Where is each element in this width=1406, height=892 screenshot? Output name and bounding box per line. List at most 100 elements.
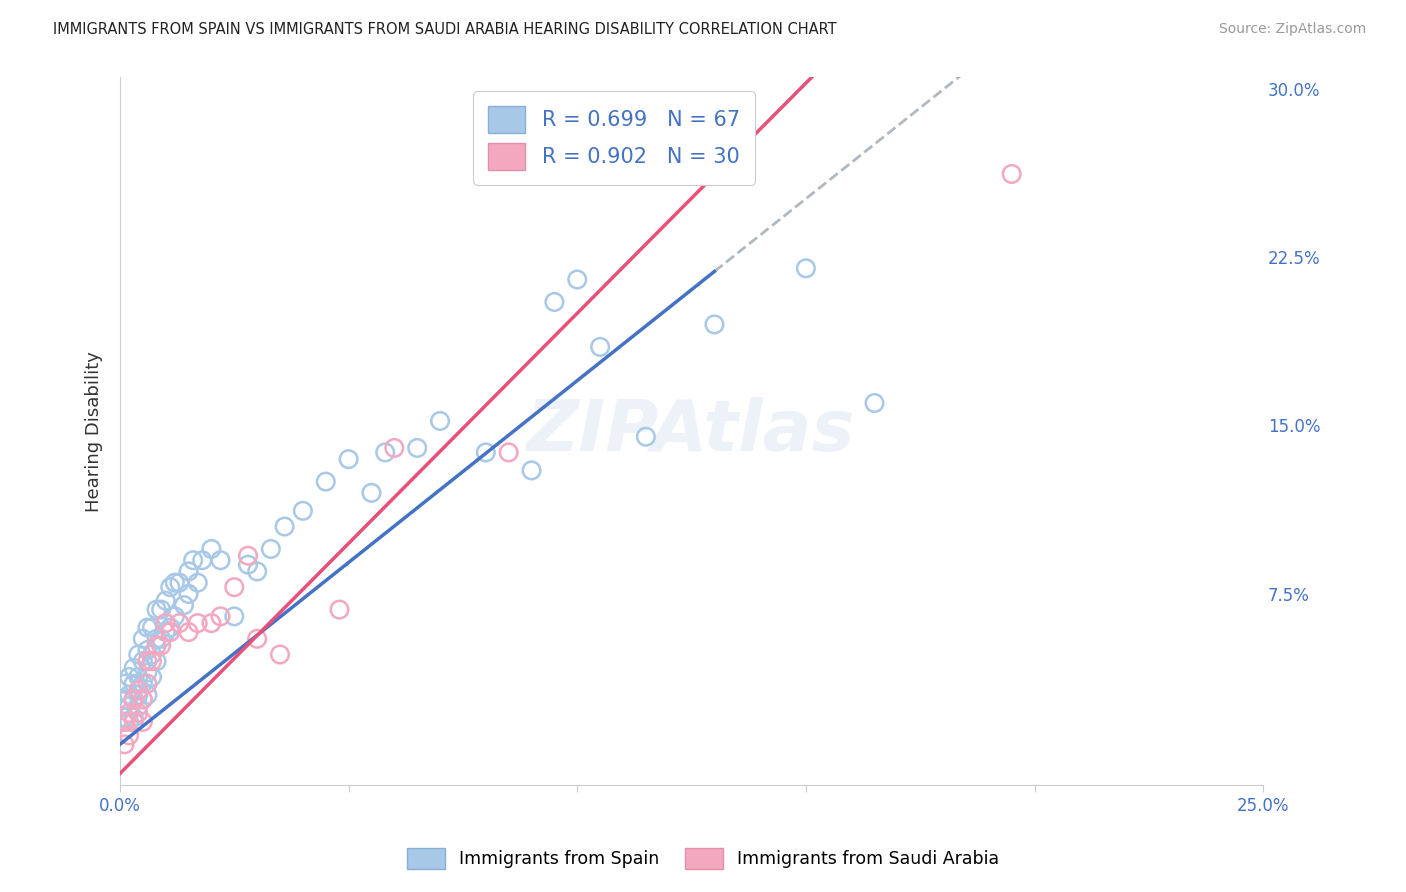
Point xyxy=(173,598,195,612)
Point xyxy=(187,616,209,631)
Point xyxy=(127,688,149,702)
Y-axis label: Hearing Disability: Hearing Disability xyxy=(86,351,103,511)
Point xyxy=(328,602,350,616)
Point xyxy=(141,654,163,668)
Point xyxy=(159,621,181,635)
Point xyxy=(382,441,405,455)
Point xyxy=(209,553,232,567)
Point xyxy=(191,553,214,567)
Point xyxy=(150,639,173,653)
Point xyxy=(159,625,181,640)
Point xyxy=(177,587,200,601)
Legend: Immigrants from Spain, Immigrants from Saudi Arabia: Immigrants from Spain, Immigrants from S… xyxy=(399,841,1007,876)
Point xyxy=(136,621,159,635)
Point xyxy=(114,692,136,706)
Point xyxy=(132,692,155,706)
Point xyxy=(567,272,589,286)
Point xyxy=(169,616,191,631)
Point xyxy=(145,654,167,668)
Point xyxy=(475,445,498,459)
Point xyxy=(141,670,163,684)
Point xyxy=(374,445,396,459)
Point xyxy=(246,632,269,646)
Point xyxy=(634,430,657,444)
Point xyxy=(406,441,429,455)
Point xyxy=(291,504,314,518)
Point xyxy=(145,632,167,646)
Point xyxy=(163,609,186,624)
Point xyxy=(520,463,543,477)
Point xyxy=(141,648,163,662)
Point xyxy=(132,676,155,690)
Point xyxy=(122,692,145,706)
Point xyxy=(118,670,141,684)
Point xyxy=(246,565,269,579)
Point xyxy=(141,621,163,635)
Point xyxy=(114,710,136,724)
Point xyxy=(118,706,141,720)
Point xyxy=(794,261,817,276)
Point xyxy=(589,340,612,354)
Point xyxy=(200,616,222,631)
Point xyxy=(118,688,141,702)
Point xyxy=(145,639,167,653)
Point xyxy=(118,714,141,729)
Point xyxy=(127,683,149,698)
Point xyxy=(224,609,246,624)
Point xyxy=(155,625,177,640)
Point xyxy=(122,676,145,690)
Text: Source: ZipAtlas.com: Source: ZipAtlas.com xyxy=(1219,22,1367,37)
Point xyxy=(863,396,886,410)
Point xyxy=(1001,167,1024,181)
Text: ZIPAtlas: ZIPAtlas xyxy=(527,397,856,466)
Point xyxy=(122,661,145,675)
Point xyxy=(360,486,382,500)
Point xyxy=(209,609,232,624)
Point xyxy=(114,737,136,751)
Point xyxy=(159,580,181,594)
Point xyxy=(132,654,155,668)
Point xyxy=(498,445,520,459)
Point xyxy=(181,553,204,567)
Point xyxy=(114,714,136,729)
Point xyxy=(127,699,149,714)
Point xyxy=(136,654,159,668)
Point xyxy=(155,616,177,631)
Point xyxy=(224,580,246,594)
Point xyxy=(145,602,167,616)
Point xyxy=(122,710,145,724)
Point xyxy=(118,728,141,742)
Point xyxy=(132,632,155,646)
Point xyxy=(132,714,155,729)
Point xyxy=(150,602,173,616)
Point xyxy=(703,318,725,332)
Point xyxy=(150,632,173,646)
Point xyxy=(155,593,177,607)
Point xyxy=(127,706,149,720)
Text: IMMIGRANTS FROM SPAIN VS IMMIGRANTS FROM SAUDI ARABIA HEARING DISABILITY CORRELA: IMMIGRANTS FROM SPAIN VS IMMIGRANTS FROM… xyxy=(53,22,837,37)
Point xyxy=(127,648,149,662)
Point xyxy=(269,648,291,662)
Point xyxy=(114,676,136,690)
Point xyxy=(132,692,155,706)
Point xyxy=(136,688,159,702)
Point xyxy=(429,414,451,428)
Point xyxy=(136,643,159,657)
Point xyxy=(136,676,159,690)
Point xyxy=(127,670,149,684)
Point xyxy=(543,295,565,310)
Point xyxy=(169,575,191,590)
Point xyxy=(163,575,186,590)
Point xyxy=(187,575,209,590)
Point xyxy=(236,558,259,572)
Point xyxy=(177,565,200,579)
Point xyxy=(273,519,295,533)
Point xyxy=(122,714,145,729)
Point xyxy=(118,699,141,714)
Point xyxy=(260,541,283,556)
Point xyxy=(337,452,360,467)
Point xyxy=(136,665,159,680)
Point xyxy=(236,549,259,563)
Legend: R = 0.699   N = 67, R = 0.902   N = 30: R = 0.699 N = 67, R = 0.902 N = 30 xyxy=(474,91,755,185)
Point xyxy=(200,541,222,556)
